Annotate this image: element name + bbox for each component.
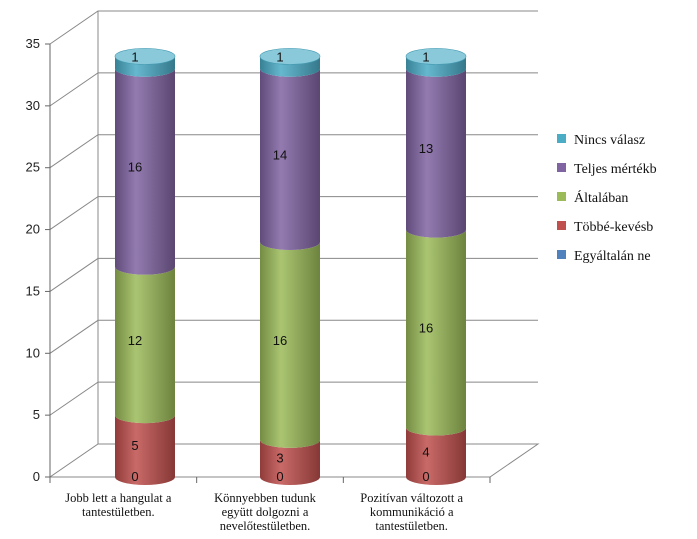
data-label: 0	[422, 469, 429, 484]
bar-segment-2	[260, 241, 320, 448]
legend-swatch	[557, 163, 566, 172]
legend-label: Teljes mértékb	[574, 162, 657, 177]
bar-segment-4	[406, 56, 466, 77]
bar-segment-3	[115, 68, 175, 275]
gridline	[49, 72, 538, 107]
legend-item: Általában	[557, 189, 628, 206]
data-label: 12	[128, 333, 142, 348]
cylinder-top-cap	[405, 48, 467, 65]
data-label: 16	[273, 333, 287, 348]
y-tick-label: 0	[33, 469, 40, 484]
legend-label: Nincs válasz	[574, 133, 645, 148]
category-labels: Jobb lett a hangulat a tantestületben. Kön…	[65, 491, 463, 533]
legend-label: Általában	[574, 189, 628, 206]
bar-segment-4	[260, 56, 320, 77]
data-label: 0	[131, 469, 138, 484]
bar-segment-2	[115, 266, 175, 424]
bars	[114, 48, 467, 485]
data-label: 1	[276, 49, 283, 64]
legend-item: Nincs válasz	[557, 133, 645, 148]
cylinder-bar	[259, 48, 321, 485]
cylinder-top-cap	[114, 48, 176, 65]
bar-segment-2	[406, 229, 466, 436]
legend-swatch	[557, 250, 566, 259]
legend-swatch	[557, 134, 566, 143]
legend-swatch	[557, 192, 566, 201]
gridline	[49, 10, 538, 45]
category-label: Könnyebben tudunk együtt dolgozni a nevelő…	[214, 491, 316, 533]
legend-swatch	[557, 221, 566, 230]
bar-segment-1	[260, 439, 320, 485]
gridline	[49, 196, 538, 230]
y-tick-label: 35	[26, 36, 40, 51]
legend: Nincs válasz Teljes mértékb Általában Többé…	[557, 133, 657, 264]
bar-segment-3	[260, 68, 320, 250]
data-label: 0	[276, 469, 283, 484]
bar-segment-1	[406, 427, 466, 485]
legend-item: Többé-kevésb	[557, 220, 653, 235]
legend-item: Teljes mértékb	[557, 162, 657, 177]
data-label: 1	[131, 49, 138, 64]
data-label: 4	[422, 444, 429, 459]
y-tick-label: 15	[26, 283, 40, 298]
category-label: Pozitívan változott a kommunikáció a tante…	[360, 491, 463, 533]
bar-segment-3	[406, 68, 466, 238]
y-tick-label: 20	[26, 222, 40, 237]
data-label: 13	[419, 141, 433, 156]
y-tick-label: 5	[33, 407, 40, 422]
gridline	[49, 381, 538, 416]
category-label: Jobb lett a hangulat a tantestületben.	[65, 491, 172, 519]
data-label: 1	[422, 49, 429, 64]
data-labels: 0 5 12 16 1 0 3 16 14 1 0 4 16 13 1	[128, 49, 433, 484]
cylinder-top-cap	[259, 48, 321, 65]
legend-label: Egyáltalán ne	[574, 249, 651, 264]
cylinder-bar	[405, 48, 467, 485]
grid	[48, 10, 540, 478]
legend-item: Egyáltalán ne	[557, 249, 651, 264]
bar-segment-4	[115, 56, 175, 77]
y-tick-label: 10	[26, 345, 40, 360]
gridline	[49, 319, 538, 354]
bar-segment-1	[115, 415, 175, 485]
gridline	[49, 257, 538, 292]
legend-label: Többé-kevésb	[574, 220, 653, 235]
data-label: 14	[273, 147, 287, 162]
y-tick-label: 30	[26, 98, 40, 113]
gridline	[49, 134, 538, 169]
data-label: 5	[131, 438, 138, 453]
cylinder-bar	[114, 48, 176, 485]
data-label: 16	[419, 321, 433, 336]
data-label: 3	[276, 450, 283, 465]
data-label: 16	[128, 160, 142, 175]
y-tick-label: 25	[26, 160, 40, 175]
